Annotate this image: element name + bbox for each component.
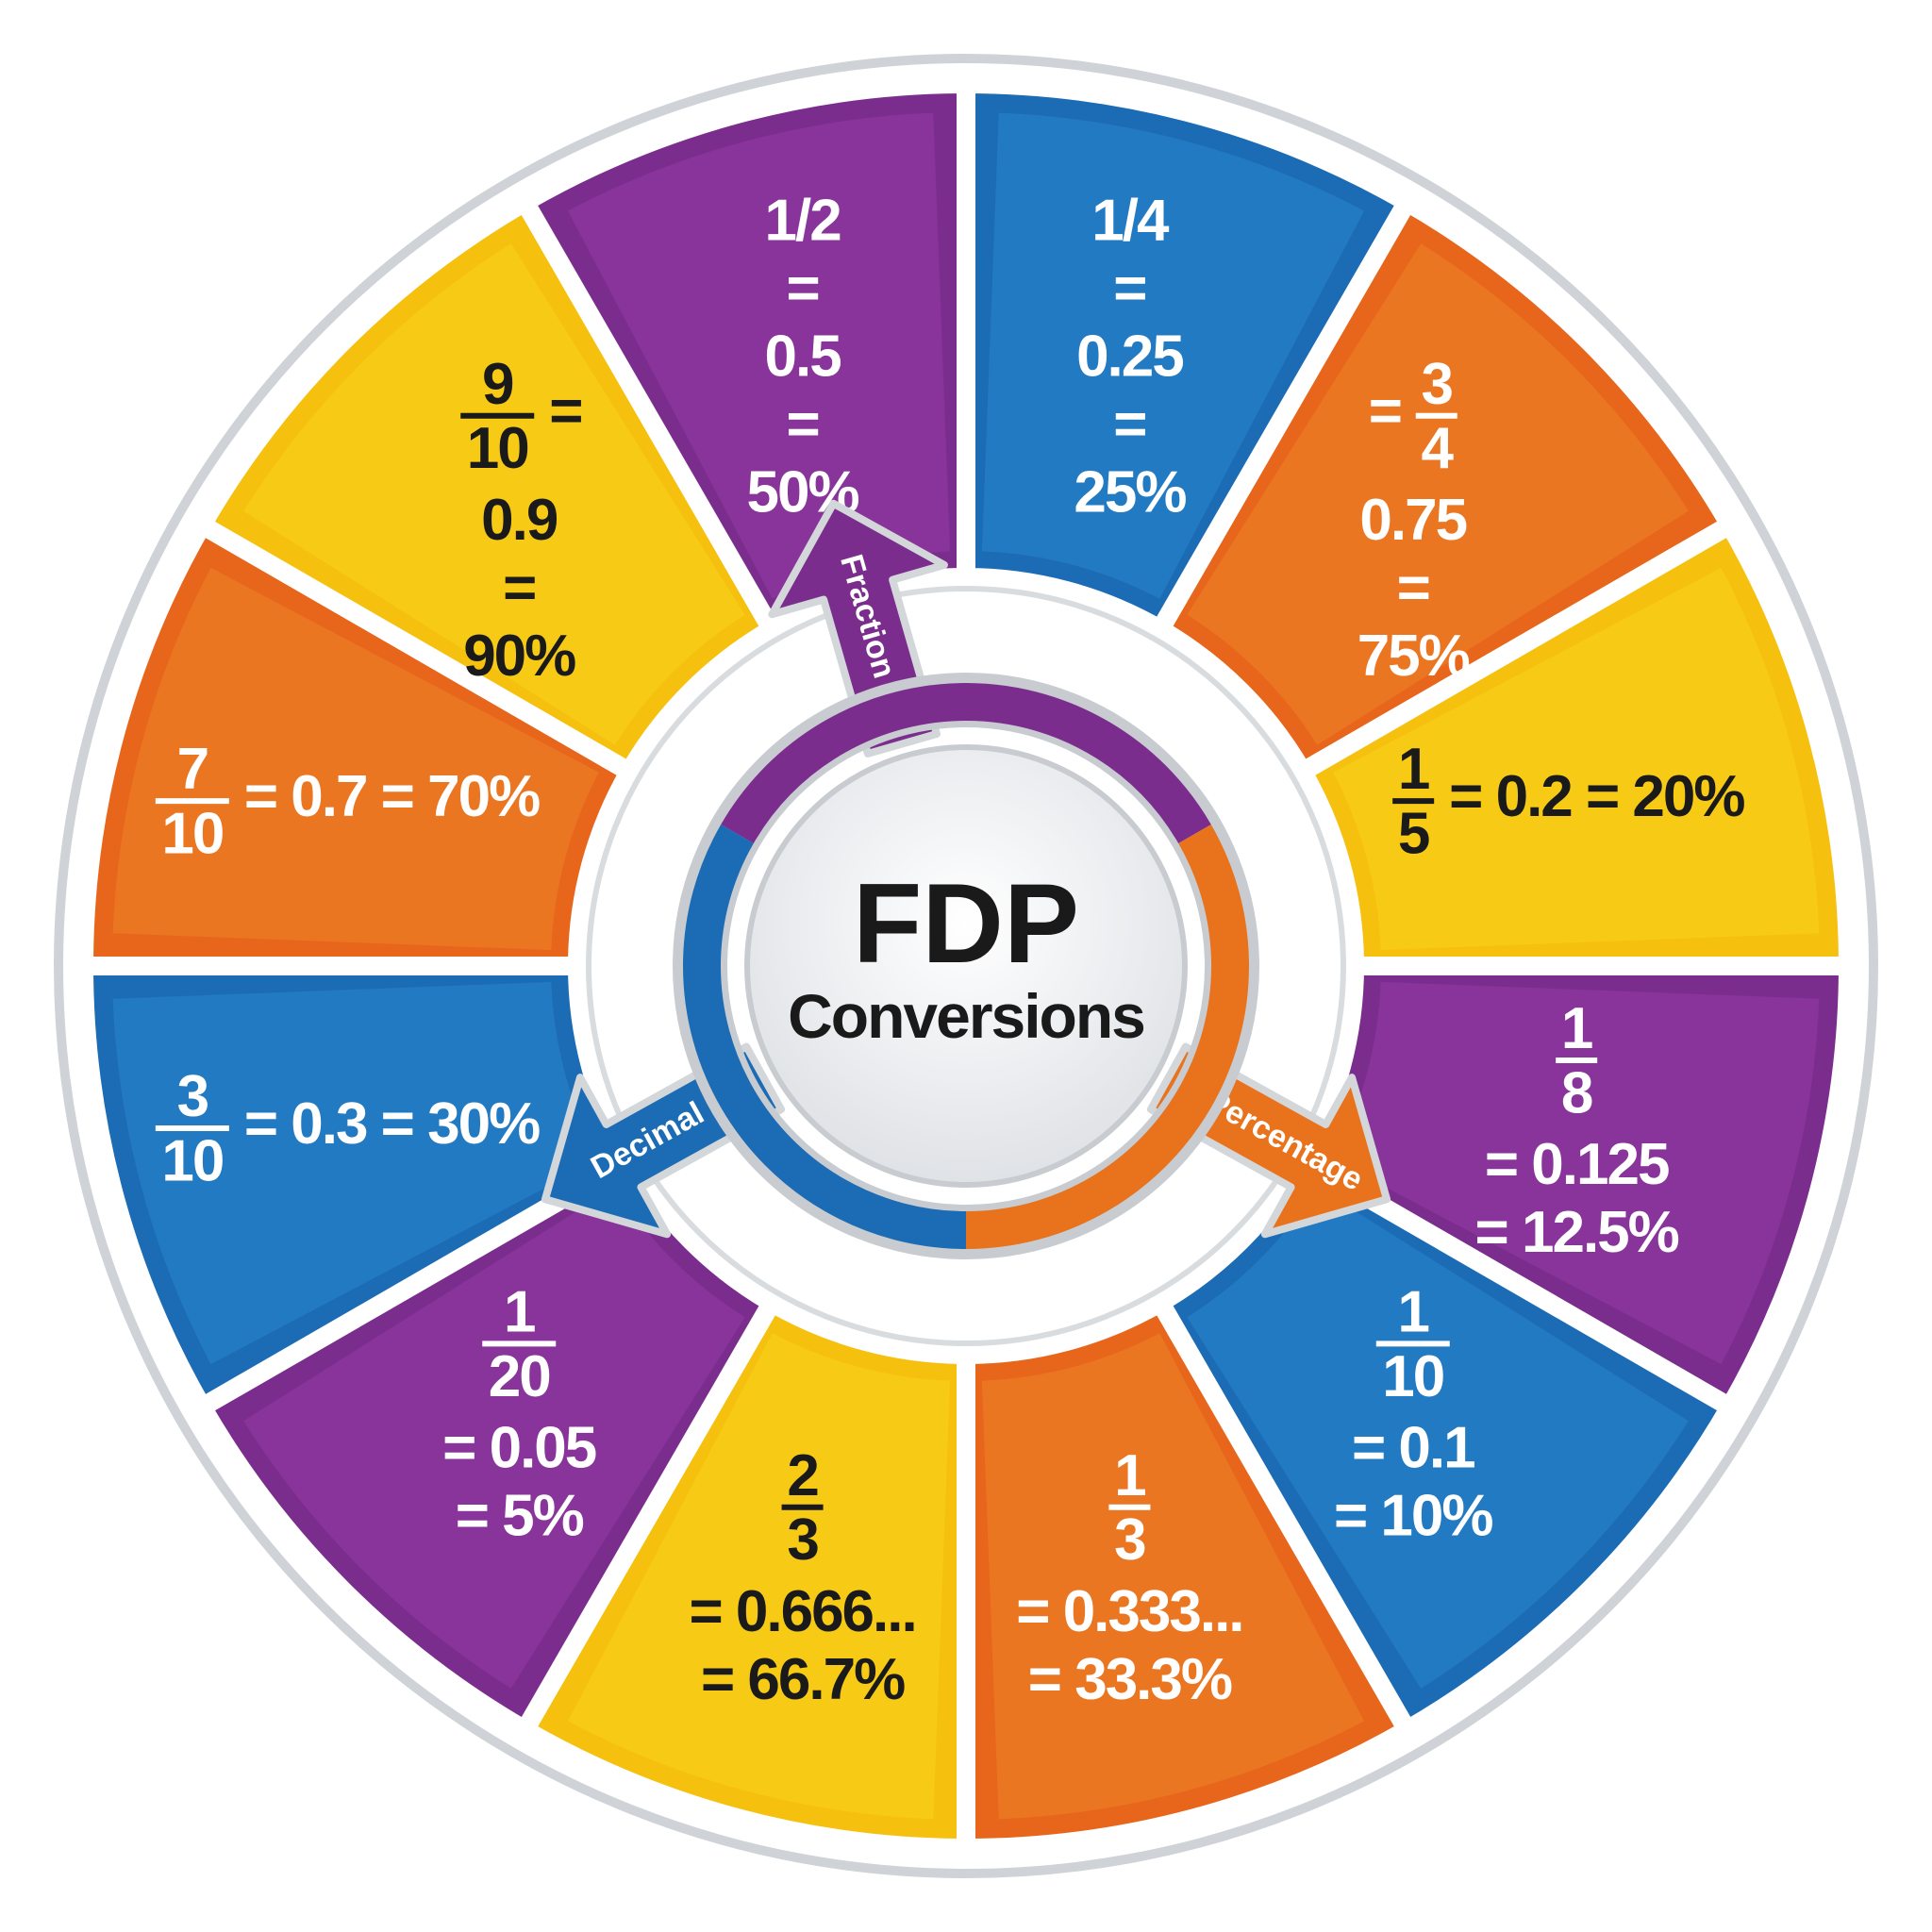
center-disc xyxy=(744,744,1188,1188)
segment-shape xyxy=(957,74,1421,642)
segment-text: = 10% xyxy=(1334,1483,1492,1548)
segment-inner-panel xyxy=(567,112,951,599)
segment-shape xyxy=(189,1147,785,1743)
segment-shape xyxy=(1290,511,1858,975)
segment-shape xyxy=(511,1290,975,1858)
fraction-numerator: 1 xyxy=(1561,996,1592,1061)
segment-9: 310 = 0.3 = 30% xyxy=(74,957,642,1421)
fraction-denominator: 4 xyxy=(1422,416,1455,481)
fraction-numerator: 1 xyxy=(1114,1443,1145,1508)
fraction-numerator: 9 xyxy=(482,352,513,417)
segment-text: = 0.05 xyxy=(442,1415,596,1480)
fraction-numerator: 1 xyxy=(1398,1279,1429,1344)
segment-3: 15 = 0.2 = 20% xyxy=(1290,511,1858,975)
segment-inner-panel xyxy=(1333,981,1820,1365)
segment-text: = 0.333... xyxy=(1016,1579,1242,1644)
fraction-numerator: 2 xyxy=(787,1443,817,1508)
fraction-denominator: 3 xyxy=(1114,1507,1145,1573)
fraction-numerator: 3 xyxy=(1422,352,1453,417)
segment-shape xyxy=(1147,1147,1743,1743)
arrow-fraction: Fraction xyxy=(768,499,948,758)
fraction-equivalents: = 0.7 = 70% xyxy=(244,764,540,829)
fraction-denominator: 10 xyxy=(1382,1344,1443,1409)
fraction-numerator: 1 xyxy=(504,1279,535,1344)
segment-11: 910=0.9=90% xyxy=(189,189,785,785)
segment-text: 0.9 xyxy=(481,488,558,553)
segment-shape xyxy=(74,511,642,975)
segment-text: 90% xyxy=(463,624,575,689)
segment-text: 0.75 xyxy=(1359,488,1466,553)
fraction-equivalents: = 0.3 = 30% xyxy=(244,1091,540,1157)
segment-1: 1/4=0.25=25% xyxy=(957,74,1421,642)
segment-text: 25% xyxy=(1074,459,1186,525)
fraction-numerator: 1 xyxy=(1398,737,1429,802)
segment-text: 1/2 xyxy=(764,188,840,253)
center-subtitle: Conversions xyxy=(788,981,1144,1051)
segment-inner-panel xyxy=(243,1187,745,1689)
segment-shape xyxy=(1290,957,1858,1421)
segment-text: = xyxy=(503,556,535,621)
segment-text: = xyxy=(1113,391,1145,457)
segment-4: 18= 0.125= 12.5% xyxy=(1290,957,1858,1421)
segment-2: = 340.75=75% xyxy=(1147,189,1743,785)
fraction-numerator: 3 xyxy=(177,1064,208,1129)
segment-text: = 33.3% xyxy=(1028,1647,1232,1712)
segment-text: = 12.5% xyxy=(1475,1200,1679,1265)
fraction-denominator: 10 xyxy=(161,1128,223,1193)
segment-text: = 0.125 xyxy=(1485,1132,1669,1197)
segment-5: 110= 0.1= 10% xyxy=(1147,1147,1743,1743)
fraction-equivalents: = 0.2 = 20% xyxy=(1449,764,1744,829)
fraction-numerator: 7 xyxy=(177,737,208,802)
segment-text: = xyxy=(1113,256,1145,321)
segment-text: = 66.7% xyxy=(701,1647,905,1712)
segment-shape xyxy=(74,957,642,1421)
segment-text: = xyxy=(786,256,818,321)
ring-arc-percentage xyxy=(965,824,1249,1249)
ring-arc-fraction xyxy=(721,683,1211,844)
fraction-denominator: 10 xyxy=(161,802,223,867)
ring-arc-decimal xyxy=(683,824,967,1249)
segment-inner-panel xyxy=(1333,567,1820,951)
fraction-denominator: 3 xyxy=(787,1507,818,1573)
center-ring xyxy=(673,673,1259,1259)
fraction-denominator: 10 xyxy=(467,416,528,481)
fraction-denominator: 20 xyxy=(489,1344,550,1409)
segment-text: = 0.666... xyxy=(689,1579,915,1644)
segment-text: = 0.1 xyxy=(1352,1415,1474,1480)
segment-6: 13= 0.333...= 33.3% xyxy=(957,1290,1421,1858)
segment-inner-panel xyxy=(112,981,599,1365)
segment-10: 710 = 0.7 = 70% xyxy=(74,511,642,975)
fraction-equivalents: = xyxy=(549,379,581,444)
segment-inner-panel xyxy=(567,1333,951,1820)
center-title: FDP xyxy=(853,860,1079,987)
segment-text: 0.25 xyxy=(1076,324,1183,389)
segment-inner-panel xyxy=(112,567,599,951)
segment-shape xyxy=(957,1290,1421,1858)
segment-shape xyxy=(1147,189,1743,785)
segment-shape xyxy=(189,189,785,785)
equals-sign: = xyxy=(1369,379,1401,444)
segment-inner-panel xyxy=(1187,243,1689,745)
fraction-denominator: 8 xyxy=(1561,1060,1592,1125)
segment-8: 120= 0.05= 5% xyxy=(189,1147,785,1743)
segment-text: = 5% xyxy=(456,1483,584,1548)
segment-7: 23= 0.666...= 66.7% xyxy=(511,1290,975,1858)
segment-inner-panel xyxy=(1187,1187,1689,1689)
segments-group: 1/4=0.25=25%= 340.75=75%15= 0.2 = 20%18= … xyxy=(74,74,1858,1858)
segment-text: 1/4 xyxy=(1091,188,1170,253)
segment-inner-panel xyxy=(243,243,745,745)
segment-inner-panel xyxy=(981,112,1365,599)
segment-text: 0.5 xyxy=(764,324,841,389)
segment-text: = xyxy=(786,391,818,457)
fraction-denominator: 5 xyxy=(1398,802,1429,867)
segment-inner-panel xyxy=(981,1333,1365,1820)
segment-text: = xyxy=(1397,556,1429,621)
